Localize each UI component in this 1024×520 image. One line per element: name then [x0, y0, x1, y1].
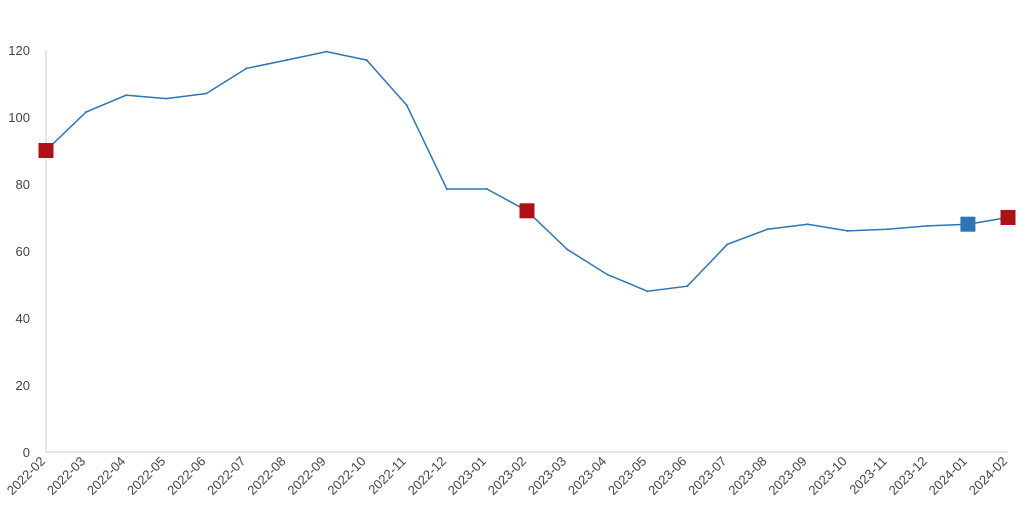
- data-point: [205, 92, 208, 95]
- x-tick-label: 2024-01: [926, 454, 970, 498]
- x-tick-label: 2023-08: [725, 454, 769, 498]
- highlight-marker: [38, 143, 54, 158]
- x-tick-label: 2022-11: [365, 454, 409, 498]
- x-tick-label: 2023-11: [846, 454, 890, 498]
- series-group: [45, 50, 1009, 293]
- data-point: [325, 50, 328, 53]
- x-tick-label: 2022-07: [204, 454, 248, 498]
- x-tick-label: 2022-09: [284, 454, 328, 498]
- y-tick-label: 120: [8, 43, 30, 58]
- y-axis-ticks: 0 20 40 60 80 100 120: [8, 43, 30, 460]
- data-point: [726, 243, 729, 246]
- data-point: [566, 248, 569, 251]
- data-point: [405, 104, 408, 107]
- x-tick-label: 2022-10: [324, 454, 368, 498]
- x-tick-label: 2022-08: [244, 454, 288, 498]
- data-point: [846, 229, 849, 232]
- x-tick-label: 2023-10: [805, 454, 849, 498]
- x-tick-label: 2022-06: [164, 454, 208, 498]
- data-point: [806, 223, 809, 226]
- data-point: [886, 228, 889, 231]
- y-tick-label: 100: [8, 110, 30, 125]
- x-tick-label: 2023-01: [445, 454, 489, 498]
- x-tick-label: 2023-07: [685, 454, 729, 498]
- highlight-marker: [960, 216, 976, 232]
- y-tick-label: 40: [16, 311, 30, 326]
- x-tick-label: 2023-06: [645, 454, 689, 498]
- x-tick-label: 2022-12: [405, 454, 449, 498]
- x-tick-label: 2022-02: [4, 454, 48, 498]
- data-point: [646, 290, 649, 293]
- y-tick-label: 20: [16, 378, 30, 393]
- series-line: [45, 50, 1009, 292]
- data-point: [285, 59, 288, 62]
- y-tick-label: 0: [23, 445, 30, 460]
- data-point: [365, 59, 368, 62]
- x-tick-label: 2023-02: [485, 454, 529, 498]
- data-point: [485, 188, 488, 191]
- marker-group: [38, 143, 1016, 232]
- x-axis-ticks: 2022-022022-032022-042022-052022-062022-…: [4, 454, 1010, 498]
- x-tick-label: 2023-09: [765, 454, 809, 498]
- x-tick-label: 2022-05: [124, 454, 168, 498]
- highlight-marker: [519, 203, 535, 219]
- y-tick-label: 80: [16, 177, 30, 192]
- x-tick-label: 2023-03: [525, 454, 569, 498]
- y-tick-label: 60: [16, 244, 30, 259]
- x-tick-label: 2023-04: [565, 454, 609, 498]
- highlight-marker: [1000, 210, 1016, 225]
- data-point: [85, 110, 88, 113]
- data-point: [766, 228, 769, 231]
- data-point: [445, 188, 448, 191]
- data-point: [606, 273, 609, 276]
- x-tick-label: 2023-12: [886, 454, 930, 498]
- x-tick-label: 2023-05: [605, 454, 649, 498]
- data-point: [165, 97, 168, 100]
- data-point: [686, 285, 689, 288]
- x-tick-label: 2024-02: [966, 454, 1010, 498]
- data-point: [245, 67, 248, 70]
- data-point: [926, 224, 929, 227]
- x-tick-label: 2022-03: [44, 454, 88, 498]
- x-tick-label: 2022-04: [84, 454, 128, 498]
- data-point: [125, 94, 128, 97]
